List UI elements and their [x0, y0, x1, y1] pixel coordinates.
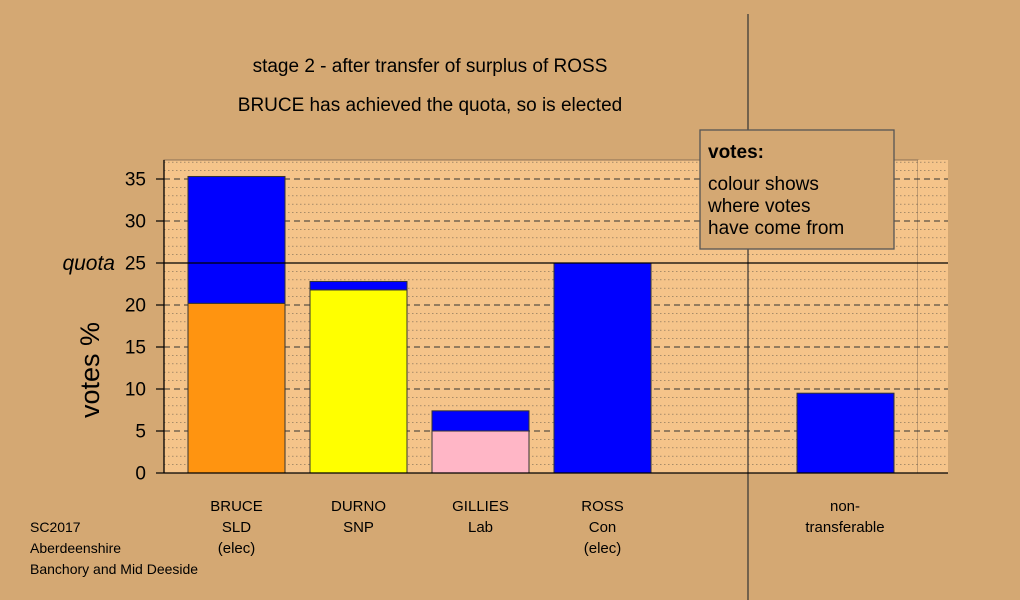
bar-segment-durno-from-durno	[309, 289, 408, 474]
bar-segment-bruce-from-ross	[187, 175, 286, 304]
bar-segment-gillies-from-gillies	[431, 430, 530, 474]
footer-council: Aberdeenshire	[30, 540, 122, 556]
x-label-name: GILLIES	[452, 498, 509, 515]
bar-non-transferable	[796, 392, 895, 474]
plot-area-extension	[918, 160, 948, 473]
legend-heading: votes:	[708, 142, 764, 163]
x-label-note: (elec)	[218, 540, 256, 557]
bar-segment-ross-from-ross	[553, 262, 652, 474]
legend-line: where votes	[707, 196, 810, 217]
x-label-party: Con	[589, 519, 617, 536]
y-tick-label: 10	[125, 380, 146, 401]
footer-election: SC2017	[30, 519, 81, 535]
y-tick-label: 35	[125, 170, 146, 191]
x-label-party: SLD	[222, 519, 251, 536]
bar-segment-durno-from-ross	[309, 280, 408, 291]
x-label-non-transferable-1: non-	[830, 498, 860, 515]
quota-label: quota	[62, 252, 115, 275]
x-label-note: (elec)	[584, 540, 622, 557]
y-tick-label: 20	[125, 296, 146, 317]
legend-box	[699, 129, 895, 250]
y-tick-label: 0	[135, 464, 146, 485]
chart-title: stage 2 - after transfer of surplus of R…	[252, 56, 608, 77]
x-label-party: Lab	[468, 519, 493, 536]
footer-ward: Banchory and Mid Deeside	[30, 561, 199, 577]
legend-line: colour shows	[708, 174, 819, 195]
bar-segment-gillies-from-ross	[431, 410, 530, 432]
y-tick-label: 25	[125, 254, 146, 275]
legend-line: have come from	[708, 218, 844, 239]
y-tick-label: 30	[125, 212, 146, 233]
chart-subtitle: BRUCE has achieved the quota, so is elec…	[237, 95, 623, 116]
x-label-name: ROSS	[581, 498, 624, 515]
y-tick-label: 15	[125, 338, 146, 359]
x-label-name: DURNO	[331, 498, 386, 515]
x-label-non-transferable-2: transferable	[805, 519, 884, 536]
y-axis-label: votes %	[75, 322, 105, 418]
bar-segment-bruce-from-bruce	[187, 302, 286, 474]
y-tick-label: 5	[135, 422, 146, 443]
x-label-name: BRUCE	[210, 498, 263, 515]
x-label-party: SNP	[343, 519, 374, 536]
